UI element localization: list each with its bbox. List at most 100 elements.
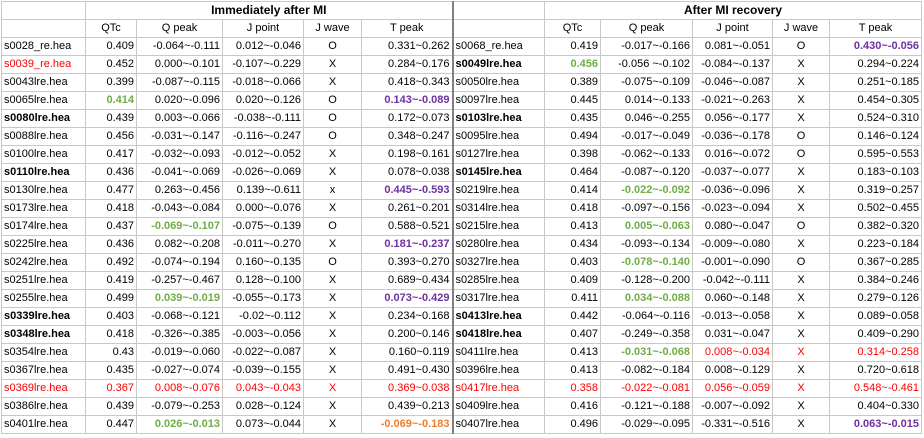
name-cell: s0103lre.hea — [451, 109, 546, 128]
col-q-peak: Q peak — [136, 19, 223, 38]
t-peak-cell: 0.393~0.270 — [360, 253, 454, 272]
j-wave-cell: X — [772, 415, 831, 434]
q-peak-cell: -0.064~-0.116 — [600, 307, 694, 326]
j-wave-cell: X — [303, 271, 362, 290]
qtc-cell: 0.399 — [85, 73, 137, 92]
j-wave-cell: X — [772, 289, 831, 308]
j-point-cell: -0.009~-0.080 — [692, 235, 774, 254]
j-point-cell: 0.008~-0.034 — [692, 343, 774, 362]
name-cell: s0068_re.hea — [451, 37, 546, 56]
j-point-cell: -0.046~-0.087 — [692, 73, 774, 92]
qtc-cell: 0.389 — [544, 73, 602, 92]
j-point-cell: 0.012~-0.046 — [222, 37, 304, 56]
name-cell: s0100lre.hea — [1, 145, 86, 164]
qtc-cell: 0.413 — [544, 343, 602, 362]
t-peak-cell: -0.069~-0.183 — [360, 415, 454, 434]
table-row: s0039_re.hea 0.452 0.000~-0.101 -0.107~-0.2… — [1, 55, 923, 74]
qtc-cell: 0.419 — [85, 271, 137, 290]
t-peak-cell: 0.314~0.258 — [829, 343, 923, 362]
name-cell: s0215lre.hea — [451, 217, 546, 236]
t-peak-cell: 0.382~0.320 — [829, 217, 923, 236]
t-peak-cell: 0.720~0.618 — [829, 361, 923, 380]
j-wave-cell: X — [772, 73, 831, 92]
t-peak-cell: 0.294~0.224 — [829, 55, 923, 74]
t-peak-cell: 0.143~-0.089 — [360, 91, 454, 110]
group-immediately-after-mi: Immediately after MI — [84, 1, 454, 20]
q-peak-cell: -0.093~-0.134 — [600, 235, 694, 254]
q-peak-cell: 0.005~-0.063 — [600, 217, 694, 236]
q-peak-cell: -0.017~-0.166 — [600, 37, 694, 56]
j-point-cell: 0.056~-0.059 — [692, 379, 774, 398]
q-peak-cell: 0.020~-0.096 — [136, 91, 223, 110]
table-row: s0080lre.hea 0.439 0.003~-0.066 -0.038~-0.1… — [1, 109, 923, 128]
t-peak-cell: 0.284~0.176 — [360, 55, 454, 74]
t-peak-cell: 0.548~-0.461 — [829, 379, 923, 398]
j-wave-cell: x — [303, 181, 362, 200]
j-wave-cell: X — [303, 73, 362, 92]
j-point-cell: -0.116~-0.247 — [222, 127, 304, 146]
qtc-cell: 0.494 — [544, 127, 602, 146]
qtc-cell: 0.418 — [85, 199, 137, 218]
qtc-cell: 0.435 — [85, 361, 137, 380]
j-point-cell: 0.128~-0.100 — [222, 271, 304, 290]
j-point-cell: -0.023~-0.094 — [692, 199, 774, 218]
j-wave-cell: X — [303, 343, 362, 362]
t-peak-cell: 0.089~0.058 — [829, 307, 923, 326]
t-peak-cell: 0.200~0.146 — [360, 325, 454, 344]
name-cell: s0251lre.hea — [1, 271, 86, 290]
j-wave-cell: X — [772, 343, 831, 362]
j-point-cell: 0.080~-0.047 — [692, 217, 774, 236]
name-cell: s0242lre.hea — [1, 253, 86, 272]
q-peak-cell: -0.075~-0.109 — [600, 73, 694, 92]
t-peak-cell: 0.595~0.553 — [829, 145, 923, 164]
t-peak-cell: 0.198~0.161 — [360, 145, 454, 164]
q-peak-cell: -0.022~-0.081 — [600, 379, 694, 398]
j-wave-cell: X — [303, 55, 362, 74]
table-row: s0255lre.hea 0.499 0.039~-0.019 -0.055~-0.1… — [1, 289, 923, 308]
name-cell: s0354lre.hea — [1, 343, 86, 362]
col-q-peak: Q peak — [600, 19, 694, 38]
t-peak-cell: 0.319~0.257 — [829, 181, 923, 200]
j-wave-cell: X — [772, 307, 831, 326]
name-cell: s0369lre.hea — [1, 379, 86, 398]
qtc-cell: 0.409 — [544, 271, 602, 290]
j-point-cell: 0.060~-0.148 — [692, 289, 774, 308]
j-point-cell: -0.039~-0.155 — [222, 361, 304, 380]
j-wave-cell: O — [772, 127, 831, 146]
j-wave-cell: X — [303, 361, 362, 380]
qtc-cell: 0.403 — [85, 307, 137, 326]
name-cell: s0348lre.hea — [1, 325, 86, 344]
q-peak-cell: 0.014~-0.133 — [600, 91, 694, 110]
col-j-wave: J wave — [303, 19, 362, 38]
q-peak-cell: -0.068~-0.121 — [136, 307, 223, 326]
q-peak-cell: 0.082~-0.208 — [136, 235, 223, 254]
name-cell: s0028_re.hea — [1, 37, 86, 56]
qtc-cell: 0.403 — [544, 253, 602, 272]
name-cell: s0130lre.hea — [1, 181, 86, 200]
qtc-cell: 0.413 — [544, 361, 602, 380]
qtc-cell: 0.499 — [85, 289, 137, 308]
name-cell: s0225lre.hea — [1, 235, 86, 254]
q-peak-cell: -0.041~-0.069 — [136, 163, 223, 182]
t-peak-cell: 0.439~0.213 — [360, 397, 454, 416]
q-peak-cell: -0.087~-0.120 — [600, 163, 694, 182]
q-peak-cell: -0.079~-0.253 — [136, 397, 223, 416]
j-point-cell: 0.020~-0.126 — [222, 91, 304, 110]
qtc-cell: 0.456 — [544, 55, 602, 74]
col-t-peak: T peak — [829, 19, 923, 38]
qtc-cell: 0.442 — [544, 307, 602, 326]
qtc-cell: 0.411 — [544, 289, 602, 308]
q-peak-cell: -0.031~-0.147 — [136, 127, 223, 146]
q-peak-cell: -0.097~-0.156 — [600, 199, 694, 218]
name-cell: s0411lre.hea — [451, 343, 546, 362]
t-peak-cell: 0.348~0.247 — [360, 127, 454, 146]
j-point-cell: -0.331~-0.516 — [692, 415, 774, 434]
t-peak-cell: 0.689~0.434 — [360, 271, 454, 290]
qtc-cell: 0.434 — [544, 235, 602, 254]
t-peak-cell: 0.251~0.185 — [829, 73, 923, 92]
qtc-cell: 0.435 — [544, 109, 602, 128]
j-point-cell: -0.026~-0.069 — [222, 163, 304, 182]
j-wave-cell: O — [303, 109, 362, 128]
j-wave-cell: X — [303, 379, 362, 398]
